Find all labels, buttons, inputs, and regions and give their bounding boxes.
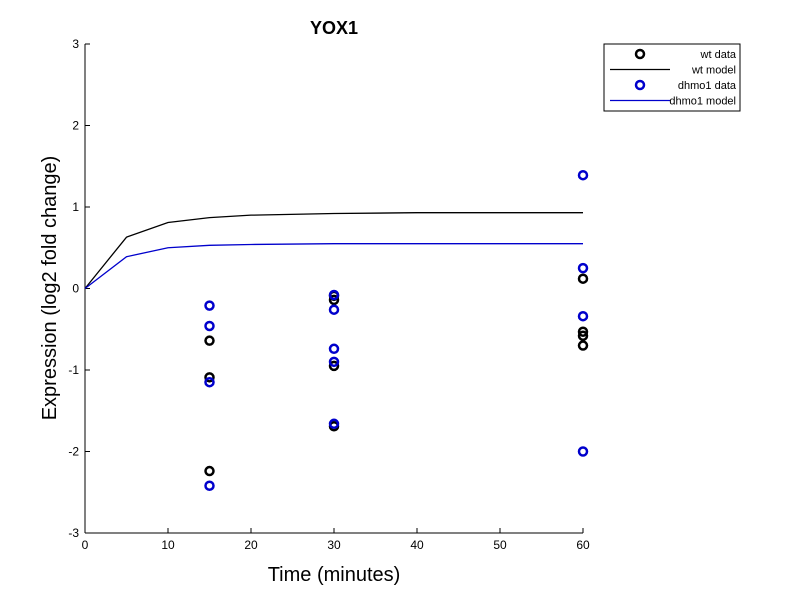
- data-point: [328, 294, 340, 306]
- data-point: [577, 262, 589, 274]
- series-line-wt-model: [84, 212, 583, 289]
- x-tick-label: 40: [410, 538, 424, 552]
- data-point: [577, 310, 589, 322]
- legend-box: [603, 43, 741, 112]
- y-tick-label: -1: [68, 363, 79, 377]
- y-tick-label: -3: [68, 526, 79, 540]
- data-point: [328, 343, 340, 355]
- x-tick-label: 10: [161, 538, 175, 552]
- legend-entry: dhmo1 data: [678, 80, 737, 92]
- legend-marker-icon: [634, 48, 646, 60]
- x-tick-label: 20: [244, 538, 258, 552]
- x-tick-label: 0: [82, 538, 89, 552]
- data-point: [204, 465, 215, 477]
- y-tick-label: 3: [72, 37, 79, 51]
- legend-entry: wt model: [691, 65, 736, 77]
- data-point: [204, 300, 215, 311]
- legend: wt data wt model dhmo1 data dhmo1 model: [603, 43, 741, 112]
- data-point: [204, 335, 215, 346]
- y-tick-label: 1: [72, 200, 79, 214]
- x-tick-label: 50: [493, 538, 507, 552]
- data-point: [577, 169, 589, 181]
- data-point: [577, 330, 589, 342]
- legend-marker-icon: [634, 79, 646, 91]
- series-line-dhmo1-model: [84, 243, 583, 290]
- data-point: [204, 480, 215, 491]
- data-point: [204, 376, 215, 388]
- chart-title: YOX1: [310, 18, 358, 38]
- x-tick-label: 60: [576, 538, 590, 552]
- legend-entry: dhmo1 model: [669, 96, 736, 108]
- data-point: [328, 289, 340, 301]
- data-point: [328, 356, 340, 368]
- data-point: [204, 372, 215, 383]
- data-point: [328, 418, 340, 430]
- data-point: [577, 273, 589, 284]
- x-axis-label: Time (minutes): [268, 564, 401, 586]
- x-tick-label: 30: [327, 538, 341, 552]
- data-point: [328, 360, 340, 372]
- y-axis-label: Expression (log2 fold change): [39, 156, 61, 421]
- data-point: [577, 340, 589, 351]
- y-tick-label: 0: [72, 282, 79, 296]
- data-point: [577, 326, 589, 337]
- legend-entry: wt data: [700, 49, 737, 61]
- y-tick-label: 2: [72, 119, 79, 133]
- data-point: [328, 304, 340, 315]
- data-point: [204, 320, 215, 332]
- data-point: [577, 446, 589, 457]
- y-tick-label: -2: [68, 445, 79, 459]
